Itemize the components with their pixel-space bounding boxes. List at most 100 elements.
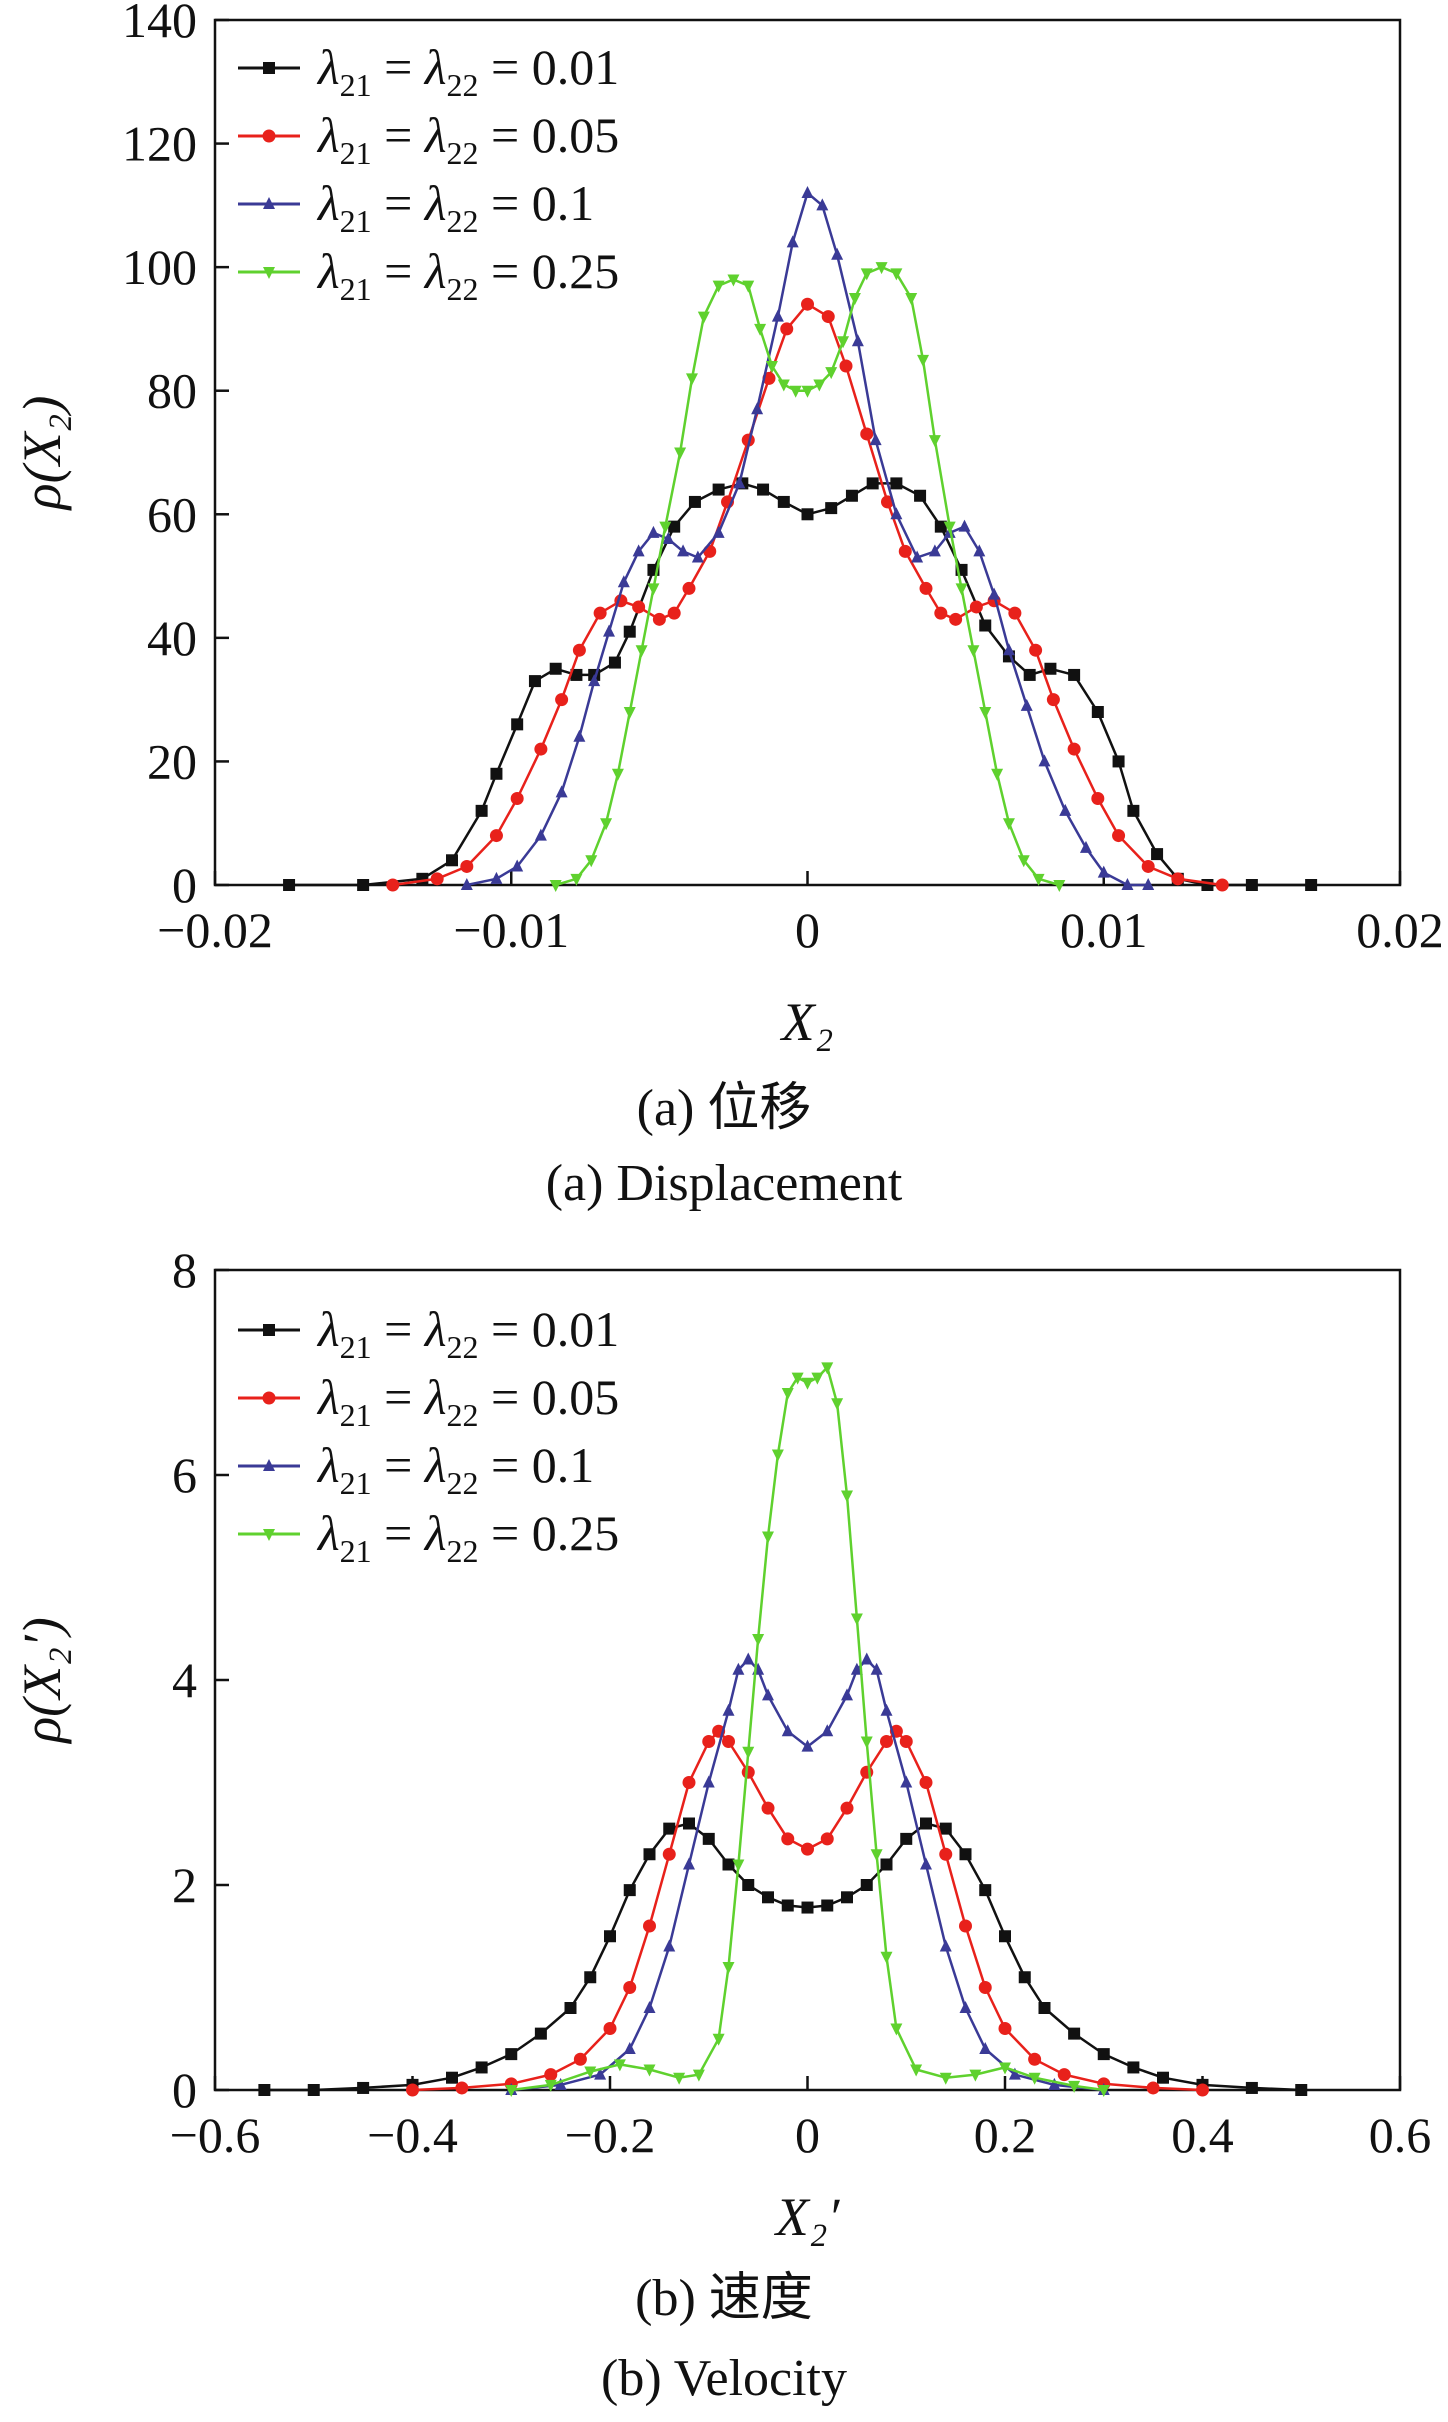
series-3 <box>460 186 1155 890</box>
data-point <box>643 2064 656 2077</box>
data-point <box>584 1971 597 1984</box>
data-point <box>801 1739 814 1752</box>
legend-label-part: λ <box>316 1301 340 1357</box>
data-point <box>613 2059 626 2072</box>
data-point <box>741 1765 755 1779</box>
legend-marker <box>262 1391 276 1405</box>
legend-marker <box>263 197 275 209</box>
data-point <box>688 495 701 508</box>
data-point <box>949 612 963 626</box>
data-point <box>617 575 630 588</box>
data-point <box>742 1879 755 1891</box>
legend-label-part: λ <box>316 39 340 95</box>
data-point <box>572 643 586 657</box>
data-point <box>659 521 672 534</box>
data-point <box>943 521 956 534</box>
data-point <box>623 1981 637 1994</box>
y-tick-label: 4 <box>172 1652 197 1708</box>
legend-label-part: λ <box>316 1437 340 1493</box>
legend-label-part: λ <box>316 1369 340 1425</box>
data-point <box>685 373 698 386</box>
legend-marker <box>263 1459 275 1471</box>
data-point <box>899 1735 913 1748</box>
data-point <box>751 402 764 415</box>
data-point <box>643 1919 656 1933</box>
data-point <box>623 2042 636 2054</box>
data-point <box>1059 803 1072 816</box>
data-point <box>1171 872 1185 886</box>
data-point <box>623 1884 636 1897</box>
data-point <box>860 427 874 441</box>
y-axis-title: ρ(X₂) <box>12 396 72 512</box>
legend-marker <box>262 129 276 143</box>
legend-label-part: λ <box>423 1301 447 1357</box>
legend-marker <box>263 267 275 279</box>
data-point <box>848 293 861 306</box>
x-axis-title: X₂ <box>780 992 834 1052</box>
x-tick-label: 0 <box>795 2107 820 2163</box>
legend-label-part: = 0.01 <box>479 39 620 95</box>
data-point <box>959 2001 972 2013</box>
data-point <box>890 268 903 281</box>
data-point <box>821 310 835 324</box>
data-point <box>831 1398 844 1411</box>
data-point <box>998 2022 1012 2035</box>
data-point <box>554 2077 567 2090</box>
x-tick-label: 0.6 <box>1369 2107 1432 2163</box>
data-point <box>928 544 941 557</box>
data-point <box>702 1775 715 1788</box>
data-point <box>1028 2072 1041 2085</box>
legend-label-part: = 0.25 <box>479 1505 620 1561</box>
x-tick-label: 0.02 <box>1356 902 1444 958</box>
data-point <box>702 1832 715 1845</box>
x-tick-label: −0.4 <box>367 2107 458 2163</box>
data-point <box>777 495 790 508</box>
y-tick-label: 0 <box>172 857 197 913</box>
data-point <box>789 385 802 398</box>
data-point <box>1201 879 1214 891</box>
legend-label: λ21 = λ22 = 0.1 <box>316 175 594 239</box>
data-point <box>821 1724 834 1737</box>
data-point <box>668 520 681 533</box>
data-point <box>460 878 473 890</box>
data-point <box>1020 698 1033 711</box>
series-2 <box>406 1724 1209 2097</box>
data-point <box>1091 792 1105 805</box>
data-point <box>840 1801 854 1815</box>
y-tick-label: 20 <box>147 733 197 789</box>
caption-chinese: (b) 速度 <box>635 2270 813 2327</box>
data-point <box>1068 2080 1081 2093</box>
data-point <box>643 2001 656 2013</box>
legend-label-part: 21 <box>340 271 372 307</box>
data-point <box>663 1822 676 1835</box>
legend-label-part: 22 <box>447 1397 479 1433</box>
legend-marker <box>263 1324 275 1336</box>
data-point <box>674 447 687 460</box>
data-point <box>910 2064 923 2077</box>
legend-label-part: = 0.1 <box>479 175 595 231</box>
data-point <box>683 1817 695 1830</box>
data-point <box>742 1652 755 1665</box>
data-point <box>959 1919 972 1933</box>
data-point <box>490 767 503 780</box>
data-point <box>880 1858 893 1871</box>
data-point <box>600 818 613 831</box>
legend-label-part: = <box>372 107 425 163</box>
legend-label-part: 21 <box>340 203 372 239</box>
data-point <box>969 600 983 614</box>
data-point <box>604 1930 616 1943</box>
data-point <box>860 1765 874 1779</box>
legend-label-part: 22 <box>447 67 479 103</box>
data-point <box>573 2052 587 2066</box>
data-point <box>357 879 370 891</box>
data-point <box>967 645 980 658</box>
data-point <box>820 1832 834 1846</box>
data-point <box>825 367 838 380</box>
data-point <box>866 477 879 490</box>
data-point <box>969 2069 982 2082</box>
data-point <box>732 1662 745 1675</box>
data-point <box>880 1735 893 1748</box>
data-point <box>1097 865 1110 878</box>
